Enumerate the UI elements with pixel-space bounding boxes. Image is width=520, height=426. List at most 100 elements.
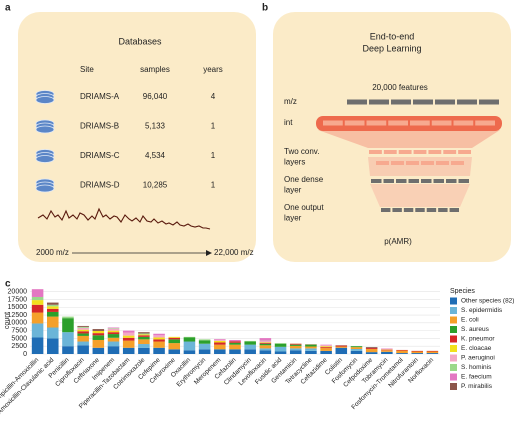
y-tick-label: 10000 (8, 320, 28, 327)
bar-segment (244, 340, 256, 342)
bar-segment (396, 350, 408, 354)
bar-segment (350, 346, 363, 348)
bar-segment (426, 353, 439, 354)
bar-segment (153, 335, 165, 338)
bar-segment (183, 336, 196, 338)
layer-label: m/z (284, 97, 297, 106)
bar-segment (107, 334, 120, 338)
bar-segment (335, 345, 348, 347)
bar-segment (77, 326, 89, 328)
bar-segment (138, 335, 150, 337)
bar-segment (289, 344, 302, 345)
y-tick-label: 12500 (8, 312, 28, 319)
layer-cell (403, 208, 414, 212)
layer-cell (371, 179, 382, 183)
bar-segment (259, 338, 272, 341)
legend-swatch (450, 297, 457, 305)
layer-cell (438, 208, 448, 212)
table-cell: 4 (211, 92, 216, 101)
layer-cell (421, 179, 432, 183)
layer-cell (369, 99, 389, 105)
bar-segment (350, 349, 363, 351)
bar-segment (365, 348, 378, 350)
legend-label: K. pneumor (461, 336, 495, 343)
bar-segment (350, 347, 363, 350)
layer-cell (457, 99, 477, 105)
bar-segment (198, 339, 211, 341)
bar-segment (305, 348, 317, 351)
layer-label: One output (284, 203, 324, 212)
bar-segment (259, 350, 272, 354)
legend-label: S. hominis (461, 364, 492, 371)
table-cell: 1 (211, 122, 216, 131)
bar-segment (77, 331, 89, 334)
legend-label: P. mirabilis (461, 383, 493, 390)
database-icon (35, 155, 55, 163)
bar-segment (229, 349, 241, 354)
layer-cell (421, 161, 434, 165)
layer-label: layers (284, 158, 305, 167)
bar-segment (138, 332, 150, 334)
output-label: p(AMR) (384, 237, 412, 246)
layer-cell (415, 208, 425, 212)
table-cell: 10,285 (143, 181, 168, 190)
layer-cell (376, 161, 389, 165)
layer-cell (453, 120, 474, 126)
layer-cell (435, 99, 455, 105)
bar-segment (214, 340, 226, 343)
bar-segment (335, 347, 348, 354)
bar-segment (305, 350, 317, 354)
bar-segment (259, 342, 272, 344)
bar-segment (335, 346, 348, 348)
bar-segment (229, 344, 241, 350)
layer-cell (458, 150, 471, 154)
bar-segment (77, 327, 89, 330)
bar-segment (31, 296, 44, 301)
bar-segment (320, 347, 332, 349)
bar-segment (289, 344, 302, 346)
legend-swatch (450, 335, 457, 343)
bar-segment (92, 339, 105, 348)
bar-segment (168, 343, 181, 350)
layer-cell (391, 161, 404, 165)
legend-swatch (450, 326, 457, 333)
bar-segment (47, 302, 59, 305)
legend-swatch (450, 316, 457, 324)
legend-label: Other species (82) (461, 298, 514, 305)
bar-segment (365, 349, 378, 353)
bar-segment (229, 341, 241, 343)
legend-swatch (450, 354, 457, 362)
bar-segment (259, 343, 272, 346)
bar-segment (138, 336, 150, 340)
legend-swatch (450, 383, 457, 390)
bar-segment (31, 337, 44, 354)
bar-segment (305, 346, 317, 349)
table-cell: DRIAMS-C (80, 151, 120, 160)
bar-segment (426, 351, 439, 354)
bar-segment (47, 306, 59, 309)
layer-cell (323, 120, 343, 126)
layer-cell (398, 150, 412, 154)
bar-segment (274, 343, 287, 347)
layer-cell (451, 161, 464, 165)
y-tick-label: 20000 (8, 289, 28, 296)
bar-segment (198, 349, 211, 354)
bar-segment (244, 344, 256, 350)
bar-segment (47, 304, 59, 307)
column-header: Site (80, 65, 94, 74)
bar-segment (107, 330, 120, 333)
bar-segment (396, 353, 408, 354)
panel-label: b (262, 3, 268, 14)
layer-cell (366, 120, 387, 126)
bar-segment (62, 316, 74, 319)
legend-label: P. aeruginoi (461, 355, 495, 362)
bar-segment (320, 344, 332, 347)
bar-segment (77, 341, 89, 346)
mz-start: 2000 m/z (36, 248, 69, 257)
features-label: 20,000 features (372, 83, 428, 92)
bar-segment (122, 337, 135, 341)
bar-segment (107, 328, 120, 331)
bar-segment (92, 335, 105, 340)
bar-segment (289, 345, 302, 349)
